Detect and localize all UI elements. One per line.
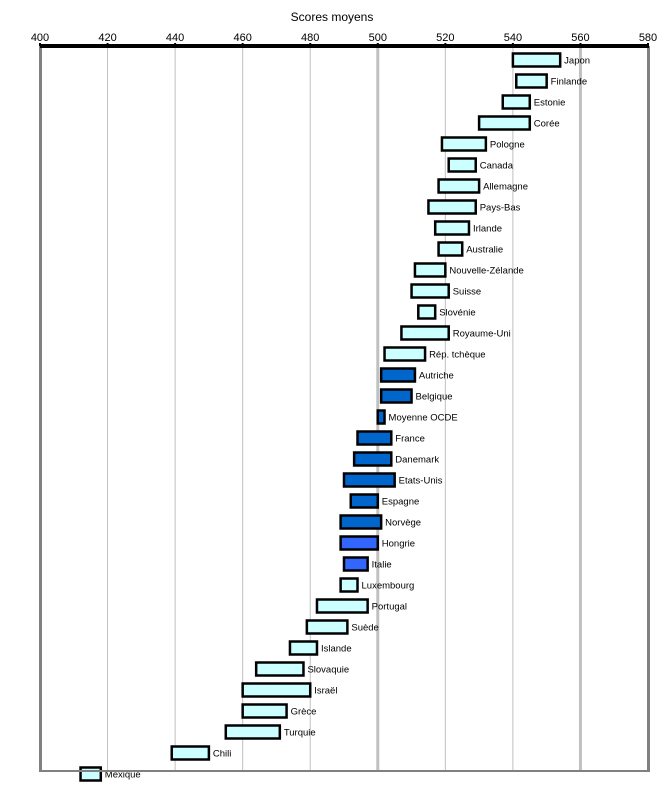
category-label: Belgique [416,392,453,403]
bar-8 [433,220,471,236]
category-label: Rép. tchèque [429,350,486,361]
category-label: Royaume-Uni [453,329,511,340]
bar-3 [477,115,532,131]
x-tick-label: 440 [166,32,184,44]
bar-0 [511,52,562,68]
bar-17 [376,409,386,425]
bar-28 [288,640,319,656]
bar-13 [400,325,450,341]
x-tick-label: 500 [369,32,387,44]
plot-frame-right [647,46,650,772]
plot-frame-bottom [39,770,650,772]
category-label: Pologne [490,140,525,151]
bar-22 [339,514,383,530]
category-label: Moyenne OCDE [389,413,458,424]
category-label: Australie [466,245,503,256]
bar-31 [241,703,288,719]
category-label: Nouvelle-Zélande [449,266,523,277]
category-label: Estonie [534,98,566,109]
category-label: Norvège [385,518,421,529]
category-label: Etats-Unis [399,476,443,487]
chart-title: Scores moyens [291,10,374,24]
category-label: Hongrie [382,539,415,550]
category-label: Portugal [372,602,407,613]
category-label: Islande [321,644,352,655]
bar-25 [339,577,359,593]
category-label: Finlande [551,77,587,88]
category-label: Chili [213,749,231,760]
category-label: Corée [534,119,560,130]
bar-11 [410,283,450,299]
bar-20 [342,472,396,488]
x-tick-label: 480 [301,32,319,44]
x-axis-line [40,44,649,48]
bar-15 [379,367,417,383]
bar-6 [437,178,481,194]
category-label: Slovaquie [307,665,349,676]
category-label: Israël [314,686,337,697]
bar-2 [501,94,532,110]
bar-19 [352,451,393,467]
category-label: Japon [564,56,590,67]
category-label: Slovénie [439,308,475,319]
bar-9 [437,241,464,257]
x-tick-label: 540 [504,32,522,44]
bar-23 [339,535,380,551]
category-label: Grèce [291,707,317,718]
bar-33 [170,745,211,761]
category-label: Luxembourg [362,581,415,592]
category-label: Pays-Bas [480,203,521,214]
category-label: Espagne [382,497,420,508]
bar-24 [342,556,369,572]
plot-frame-left [39,46,42,772]
x-axis-ticks: 400 420 440 460 480 500 520 540 560 580 [31,32,657,46]
x-tick-label: 580 [639,32,657,44]
x-tick-label: 560 [571,32,589,44]
bar-1 [515,73,548,89]
category-labels: Japon Finlande Estonie Corée Pologne Canada Al… [105,56,590,781]
bar-26 [315,598,369,614]
bar-14 [383,346,427,362]
category-label: Irlande [473,224,502,235]
category-label: Allemagne [483,182,528,193]
bar-16 [379,388,413,404]
category-label: Suède [351,623,378,634]
bar-21 [349,493,380,509]
bar-10 [413,262,447,278]
bar-12 [417,304,437,320]
bar-27 [305,619,349,635]
bar-30 [241,682,312,698]
bar-7 [427,199,477,215]
bar-5 [447,157,477,173]
bar-18 [356,430,393,446]
category-label: Italie [372,560,392,571]
bar-4 [440,136,488,152]
x-tick-label: 520 [436,32,454,44]
category-label: Canada [480,161,514,172]
x-tick-label: 460 [233,32,251,44]
bar-34 [79,766,103,782]
category-label: Autriche [419,371,454,382]
bar-32 [224,724,282,740]
category-label: Suisse [453,287,482,298]
category-label: Danemark [395,455,439,466]
bar-29 [254,661,305,677]
category-label: Turquie [284,728,316,739]
x-tick-label: 400 [31,32,49,44]
category-label: Mexique [105,770,141,781]
gridlines [107,46,582,770]
x-tick-label: 420 [98,32,116,44]
category-label: France [395,434,425,445]
